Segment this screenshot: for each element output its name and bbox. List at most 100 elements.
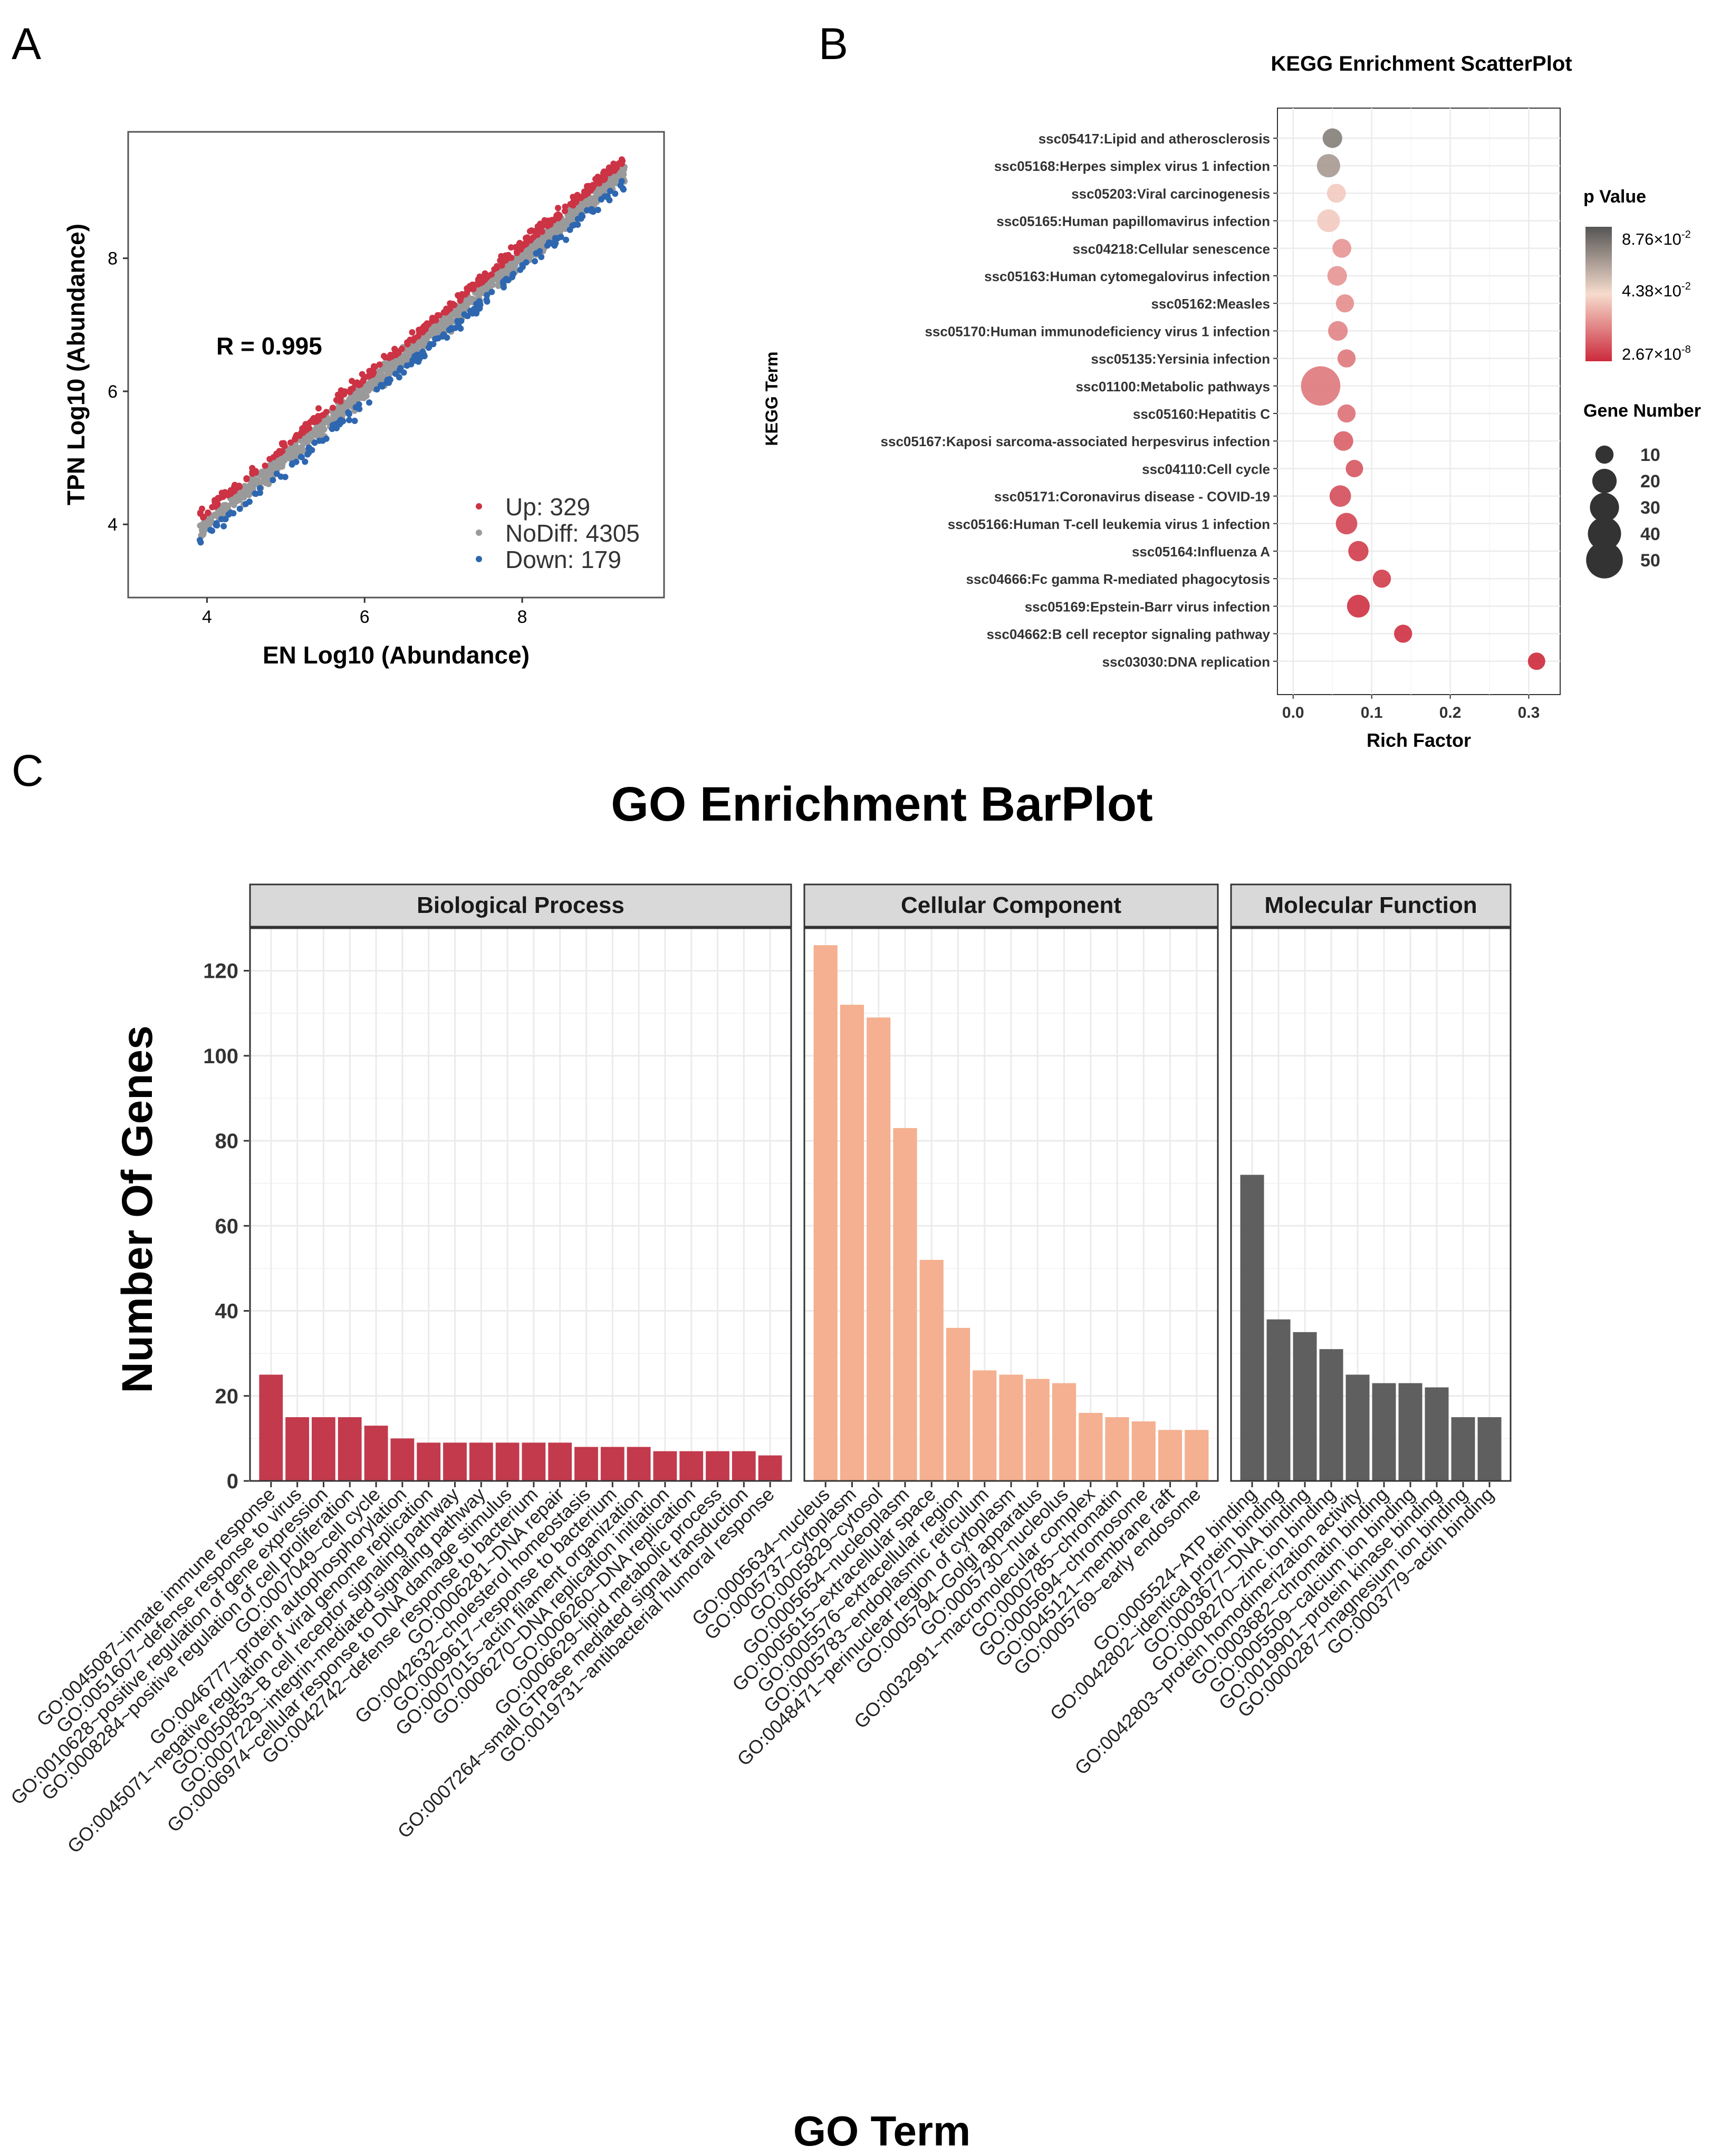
kegg-point	[1301, 366, 1341, 406]
y-tick-label: 6	[108, 382, 118, 402]
down-point	[366, 399, 372, 406]
facet-border	[249, 927, 792, 1482]
down-point	[209, 527, 216, 534]
up-point	[584, 183, 590, 189]
kegg-term-label: ssc05135:Yersinia infection	[1091, 351, 1270, 367]
down-point	[379, 383, 386, 390]
nodiff-point	[608, 179, 615, 186]
down-point	[612, 190, 619, 197]
up-point	[287, 439, 294, 446]
up-point	[485, 272, 492, 279]
facet-plot-area	[250, 928, 791, 1481]
up-point	[371, 363, 377, 370]
up-point	[556, 213, 563, 220]
kegg-point	[1527, 652, 1545, 670]
pvalue-colorbar	[1585, 227, 1612, 361]
down-point	[319, 437, 326, 444]
nodiff-point	[465, 299, 471, 305]
up-point	[355, 381, 362, 388]
down-point	[452, 324, 459, 331]
kegg-term-label: ssc04666:Fc gamma R-mediated phagocytosi…	[966, 571, 1270, 587]
up-point	[472, 281, 479, 288]
up-point	[502, 252, 509, 259]
down-point	[222, 516, 229, 523]
up-point	[310, 415, 317, 421]
facet-strip	[249, 883, 792, 928]
up-point	[434, 312, 441, 319]
up-point	[606, 166, 612, 173]
panel-a-points	[196, 156, 628, 546]
down-point	[293, 458, 300, 465]
down-point	[384, 377, 391, 383]
panel-b-term-labels: ssc05417:Lipid and atherosclerosis ssc051…	[881, 131, 1277, 670]
y-tick-label: 8	[108, 249, 118, 269]
up-point	[262, 463, 268, 469]
down-point	[299, 454, 305, 460]
gene-number-legend-title: Gene Number	[1583, 401, 1701, 421]
kegg-term-label: ssc05160:Hepatitis C	[1133, 406, 1270, 422]
go-bar	[443, 1442, 467, 1481]
down-point	[302, 458, 309, 465]
go-bar	[919, 1259, 944, 1481]
down-point	[457, 325, 464, 332]
up-point	[591, 182, 598, 189]
go-bar	[946, 1327, 970, 1481]
down-point	[435, 335, 441, 342]
go-bar	[706, 1451, 729, 1481]
go-bar	[840, 1005, 864, 1481]
go-bar	[1477, 1417, 1502, 1481]
nodiff-point	[371, 380, 378, 387]
go-bar	[1240, 1175, 1264, 1481]
down-point	[470, 305, 477, 312]
nodiff-point	[431, 325, 438, 332]
nodiff-point	[241, 494, 247, 501]
nodiff-point	[528, 249, 535, 256]
up-point	[359, 371, 366, 378]
panel-b-x-axis-title: Rich Factor	[1367, 729, 1471, 751]
down-point	[484, 292, 491, 299]
up-point	[197, 511, 204, 517]
up-point	[315, 405, 322, 412]
up-point	[555, 205, 561, 211]
up-point	[274, 451, 280, 458]
kegg-term-label: ssc05203:Viral carcinogenesis	[1071, 186, 1270, 201]
up-point	[508, 244, 514, 251]
kegg-point	[1337, 404, 1356, 423]
go-bar	[1345, 1374, 1370, 1481]
kegg-term-label: ssc04110:Cell cycle	[1142, 461, 1270, 477]
down-point	[620, 186, 627, 193]
down-point	[571, 222, 578, 228]
nodiff-point	[456, 306, 463, 313]
up-point	[360, 378, 367, 384]
up-point	[494, 264, 501, 271]
nodiff-point	[537, 239, 544, 246]
go-bar	[758, 1455, 782, 1481]
up-point	[212, 499, 218, 505]
nodiff-point	[405, 350, 411, 357]
go-bar	[522, 1442, 546, 1481]
kegg-term-label: ssc05164:Influenza A	[1132, 544, 1270, 560]
facet-strip	[803, 883, 1219, 928]
kegg-point	[1394, 624, 1412, 643]
gene-number-legend-items: 10 20 30 40 50	[1586, 445, 1660, 579]
go-bar	[1105, 1417, 1129, 1481]
nodiff-point	[355, 394, 362, 401]
down-point	[332, 421, 339, 428]
nodiff-point	[552, 227, 559, 234]
down-point	[213, 522, 219, 528]
kegg-term-label: ssc05417:Lipid and atherosclerosis	[1039, 131, 1270, 147]
nodiff-point	[348, 398, 355, 405]
panel-a-legend: Up: 329 NoDiff: 4305 Down: 179	[476, 493, 640, 573]
kegg-point	[1328, 321, 1348, 341]
down-point	[345, 411, 352, 418]
nodiff-point	[443, 322, 450, 329]
go-bar	[1052, 1383, 1077, 1481]
gene-number-legend-label: 20	[1640, 471, 1660, 492]
go-bar	[312, 1417, 335, 1481]
down-point	[594, 207, 601, 213]
kegg-term-label: ssc05170:Human immunodeficiency virus 1 …	[925, 323, 1270, 339]
panel-a-correlation-scatter: 4 6 8 4 6 8 EN Log10 (Abundance) TPN Log10 (A…	[62, 131, 665, 669]
down-point	[519, 262, 526, 268]
up-point	[422, 322, 429, 329]
panel-b-y-axis-title: KEGG Term	[762, 352, 781, 446]
